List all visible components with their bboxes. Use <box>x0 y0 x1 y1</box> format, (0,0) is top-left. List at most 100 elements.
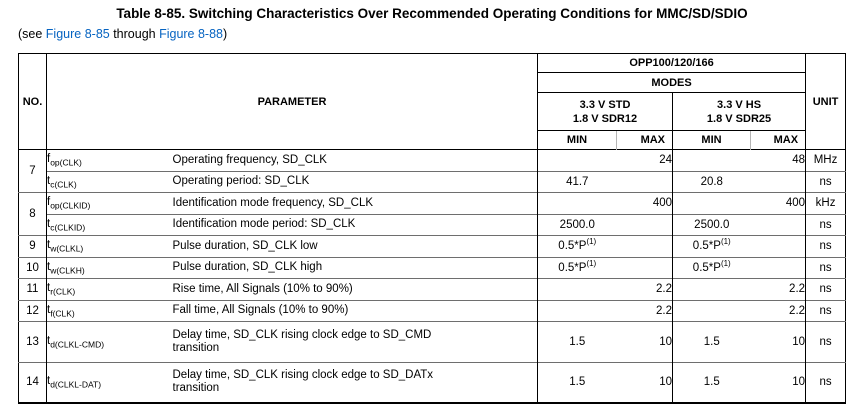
max-value-std: 2.2 <box>616 299 673 322</box>
row-no: 8 <box>18 192 47 236</box>
table-row: 13 td(CLKL-CMD) Delay time, SD_CLK risin… <box>18 321 846 362</box>
param-description: Pulse duration, SD_CLK high <box>172 256 538 279</box>
link-figure-8-88[interactable]: Figure 8-88 <box>159 27 224 41</box>
min-value-std <box>537 192 617 214</box>
max-value-hs <box>750 170 806 193</box>
row-no: 9 <box>18 235 47 257</box>
unit-cell: ns <box>805 235 846 257</box>
param-description: Fall time, All Signals (10% to 90%) <box>172 299 538 322</box>
table-subtitle: (see Figure 8-85 through Figure 8-88) <box>18 27 227 41</box>
param-description: Delay time, SD_CLK rising clock edge to … <box>172 321 538 362</box>
param-symbol: tf(CLK) <box>46 299 173 322</box>
min-value-std: 0.5*P(1) <box>537 256 617 279</box>
table-row: 7 fop(CLK) Operating frequency, SD_CLK 2… <box>18 149 846 193</box>
header-parameter: PARAMETER <box>45 53 538 150</box>
max-value-std: 2.2 <box>616 278 673 300</box>
header-max-hs: MAX <box>750 130 806 150</box>
min-value-std <box>537 149 617 171</box>
table-row: 9 tw(CLKL) Pulse duration, SD_CLK low 0.… <box>18 235 846 257</box>
unit-cell: kHz <box>805 192 846 214</box>
max-value-hs: 10 <box>750 321 806 362</box>
min-value-std: 1.5 <box>537 321 617 362</box>
min-value-hs <box>672 192 751 214</box>
header-min-std: MIN <box>537 130 617 150</box>
min-value-hs <box>672 278 751 300</box>
link-figure-8-85[interactable]: Figure 8-85 <box>45 27 110 41</box>
header-modes: MODES <box>537 72 806 93</box>
table-row: 10 tw(CLKH) Pulse duration, SD_CLK high … <box>18 256 846 279</box>
unit-cell: MHz <box>805 149 846 171</box>
max-value-std: 10 <box>616 321 673 362</box>
subtitle-prefix: (see <box>18 27 46 41</box>
max-value-hs <box>750 213 806 236</box>
param-symbol: tw(CLKL) <box>46 235 173 257</box>
max-value-hs: 2.2 <box>750 299 806 322</box>
table-row: 12 tf(CLK) Fall time, All Signals (10% t… <box>18 299 846 322</box>
max-value-hs <box>750 235 806 257</box>
param-symbol: fop(CLKID) <box>46 192 173 214</box>
unit-cell: ns <box>805 361 846 403</box>
max-value-hs: 2.2 <box>750 278 806 300</box>
max-value-std <box>616 256 673 279</box>
min-value-hs: 2500.0 <box>672 213 751 236</box>
param-symbol: tw(CLKH) <box>46 256 173 279</box>
min-value-std: 41.7 <box>537 170 617 193</box>
header-min-hs: MIN <box>672 130 751 150</box>
header-opp-group: OPP100/120/166 <box>537 53 806 73</box>
max-value-std <box>616 170 673 193</box>
param-description: Delay time, SD_CLK rising clock edge to … <box>172 361 538 403</box>
max-value-std: 10 <box>616 361 673 403</box>
row-no: 11 <box>18 278 47 300</box>
min-value-std <box>537 278 617 300</box>
param-description: Pulse duration, SD_CLK low <box>172 235 538 257</box>
max-value-hs: 48 <box>750 149 806 171</box>
table-row: tc(CLKID) Identification mode period: SD… <box>19 213 846 236</box>
max-value-hs <box>750 256 806 279</box>
min-value-hs: 20.8 <box>672 170 751 193</box>
header-no: NO. <box>22 95 43 108</box>
min-value-std: 0.5*P(1) <box>537 235 617 257</box>
unit-cell: ns <box>805 299 846 322</box>
header-mode-std-sdr12: 3.3 V STD 1.8 V SDR12 <box>537 92 673 131</box>
min-value-hs <box>672 299 751 322</box>
unit-cell: ns <box>805 213 846 236</box>
unit-cell: ns <box>805 256 846 279</box>
table-title: Table 8-85. Switching Characteristics Ov… <box>116 6 748 21</box>
subtitle-suffix: ) <box>223 27 228 41</box>
max-value-std: 400 <box>616 192 673 214</box>
table-row: tc(CLK) Operating period: SD_CLK 41.7 20… <box>19 170 846 193</box>
max-value-hs: 10 <box>750 361 806 403</box>
header-unit: UNIT <box>805 53 846 150</box>
min-value-std <box>537 299 617 322</box>
min-value-hs: 1.5 <box>672 321 751 362</box>
min-value-hs: 0.5*P(1) <box>672 256 751 279</box>
max-value-std: 24 <box>616 149 673 171</box>
param-description: Operating frequency, SD_CLK <box>172 149 538 171</box>
row-no: 12 <box>18 299 47 322</box>
row-no: 13 <box>18 321 47 362</box>
param-description: Rise time, All Signals (10% to 90%) <box>172 278 538 300</box>
row-no: 7 <box>18 149 47 193</box>
table-row: 8 fop(CLKID) Identification mode frequen… <box>18 192 846 236</box>
min-value-hs: 1.5 <box>672 361 751 403</box>
min-value-std: 1.5 <box>537 361 617 403</box>
max-value-hs: 400 <box>750 192 806 214</box>
unit-cell: ns <box>805 170 846 193</box>
header-mode-hs-sdr25: 3.3 V HS 1.8 V SDR25 <box>672 92 806 131</box>
max-value-std <box>616 213 673 236</box>
min-value-hs: 0.5*P(1) <box>672 235 751 257</box>
param-symbol: fop(CLK) <box>46 149 173 171</box>
param-description: Identification mode frequency, SD_CLK <box>172 192 538 214</box>
row-no: 10 <box>18 256 47 279</box>
table-row: 11 tr(CLK) Rise time, All Signals (10% t… <box>18 278 846 300</box>
param-description: Operating period: SD_CLK <box>172 170 538 193</box>
param-symbol: tr(CLK) <box>46 278 173 300</box>
param-symbol: td(CLKL-CMD) <box>46 321 173 362</box>
unit-cell: ns <box>805 321 846 362</box>
min-value-std: 2500.0 <box>537 213 617 236</box>
table-row: 14 td(CLKL-DAT) Delay time, SD_CLK risin… <box>18 361 846 403</box>
unit-cell: ns <box>805 278 846 300</box>
min-value-hs <box>672 149 751 171</box>
max-value-std <box>616 235 673 257</box>
param-symbol: td(CLKL-DAT) <box>46 361 173 403</box>
